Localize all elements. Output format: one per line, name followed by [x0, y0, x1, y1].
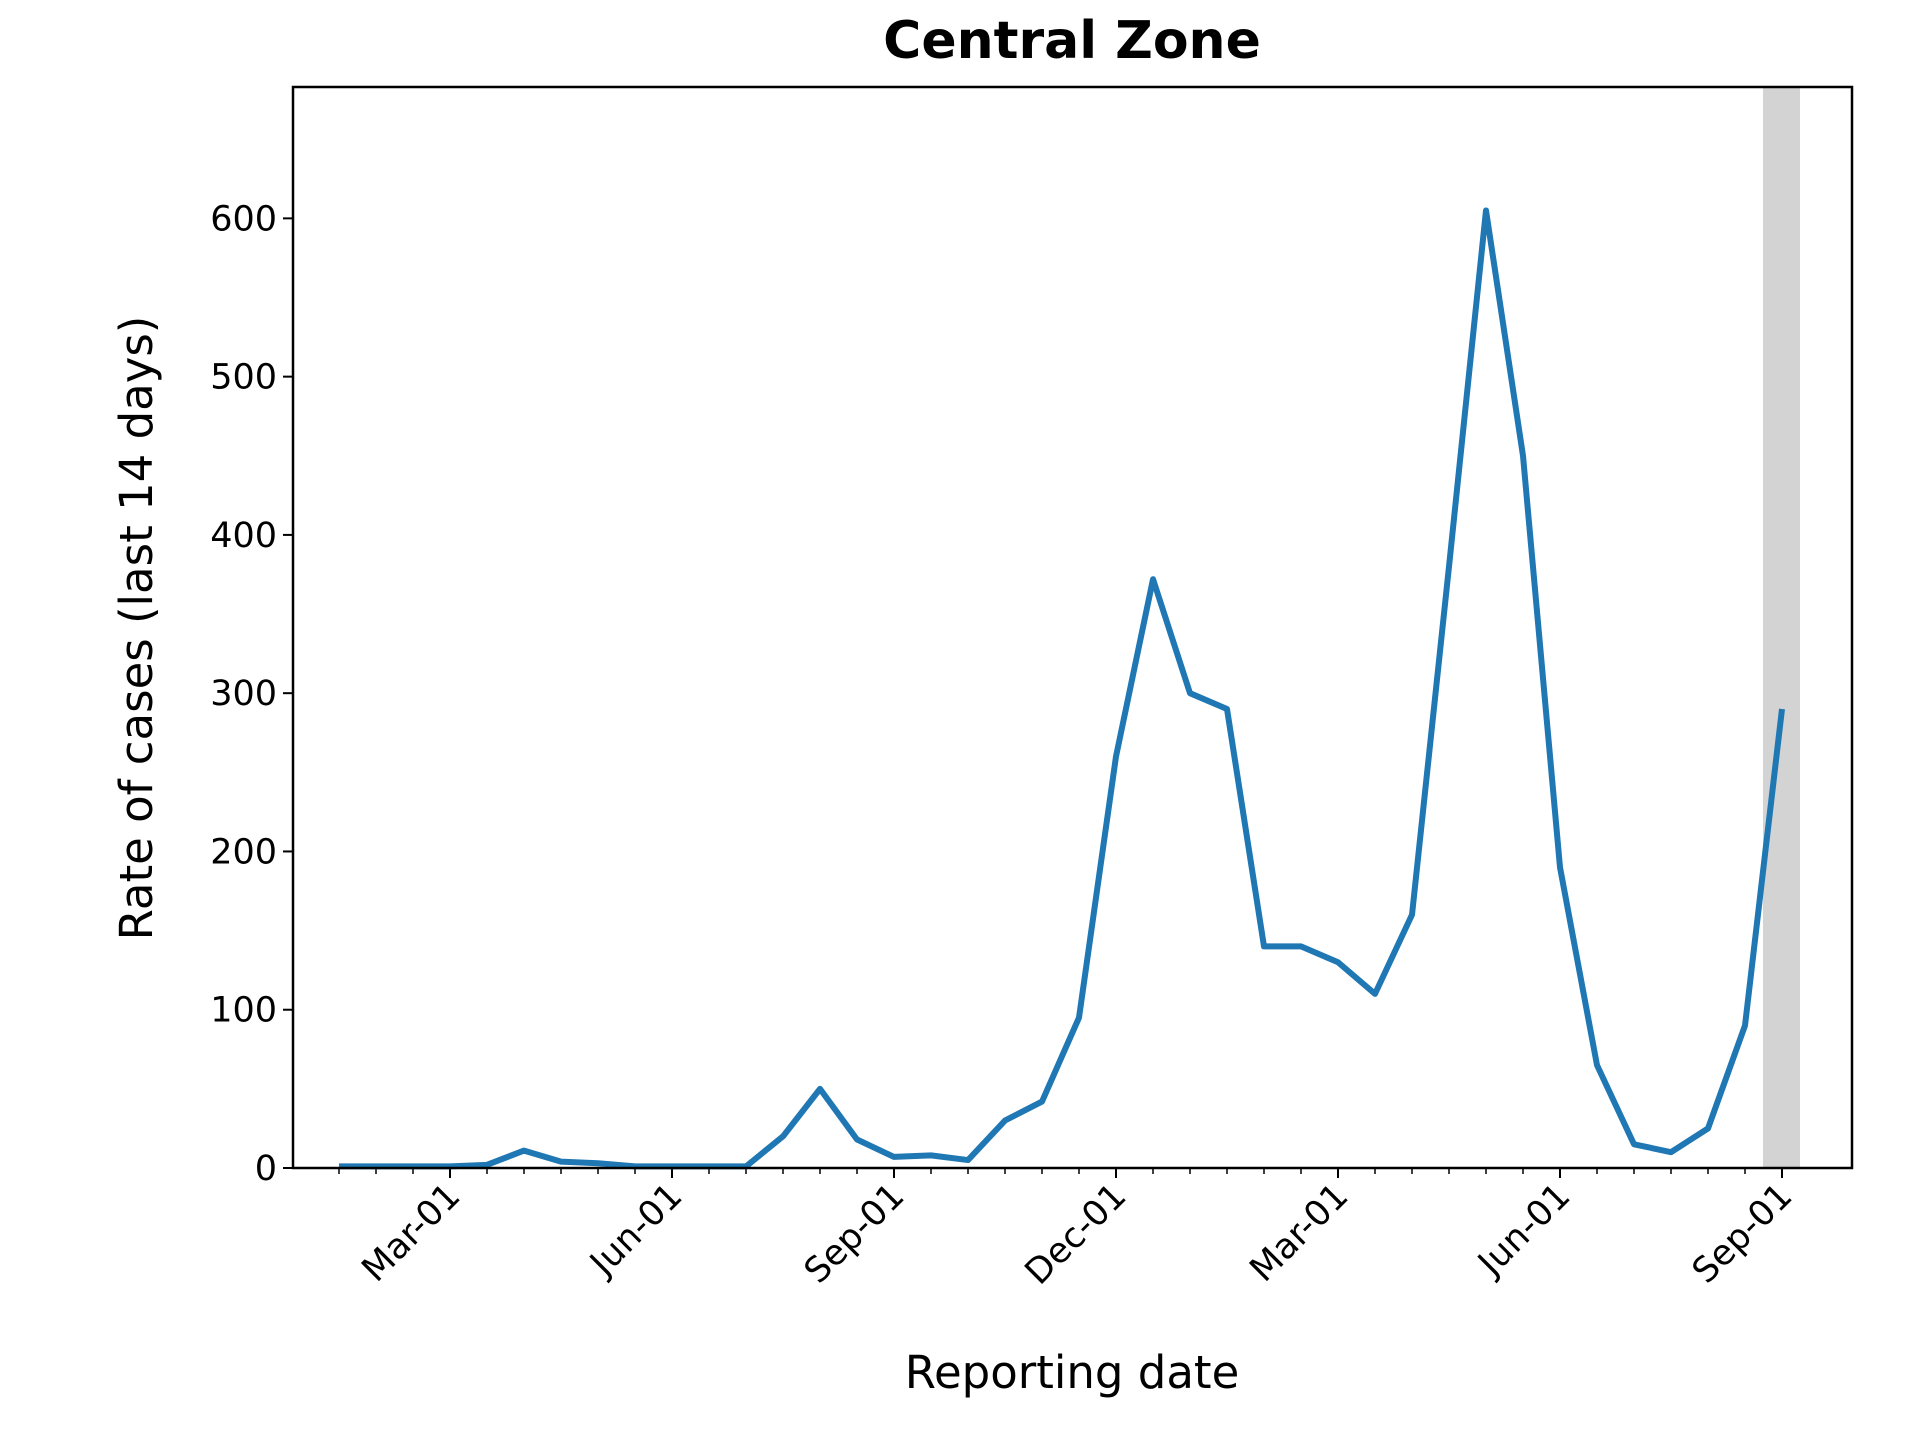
- y-tick-label: 600: [210, 199, 277, 239]
- y-tick-label: 300: [210, 674, 277, 714]
- y-axis-label: Rate of cases (last 14 days): [110, 316, 163, 941]
- x-tick-label: Jun-01: [1470, 1176, 1579, 1285]
- y-tick-label: 500: [210, 358, 277, 398]
- x-tick-label: Jun-01: [582, 1176, 691, 1285]
- x-tick-label: Mar-01: [1243, 1176, 1357, 1290]
- y-tick-label: 0: [255, 1149, 277, 1189]
- x-tick-label: Sep-01: [797, 1176, 912, 1291]
- y-tick-label: 100: [210, 991, 277, 1031]
- chart-title: Central Zone: [883, 11, 1261, 71]
- x-tick-label: Mar-01: [355, 1176, 469, 1290]
- shaded-period: [1763, 87, 1800, 1168]
- y-tick-label: 400: [210, 516, 277, 556]
- y-tick-label: 200: [210, 832, 277, 872]
- plot-frame: [291, 85, 1854, 1170]
- x-axis-label: Reporting date: [905, 1346, 1240, 1399]
- data-line: [339, 207, 1785, 1170]
- x-tick-label: Sep-01: [1685, 1176, 1800, 1291]
- x-tick-label: Dec-01: [1018, 1176, 1135, 1293]
